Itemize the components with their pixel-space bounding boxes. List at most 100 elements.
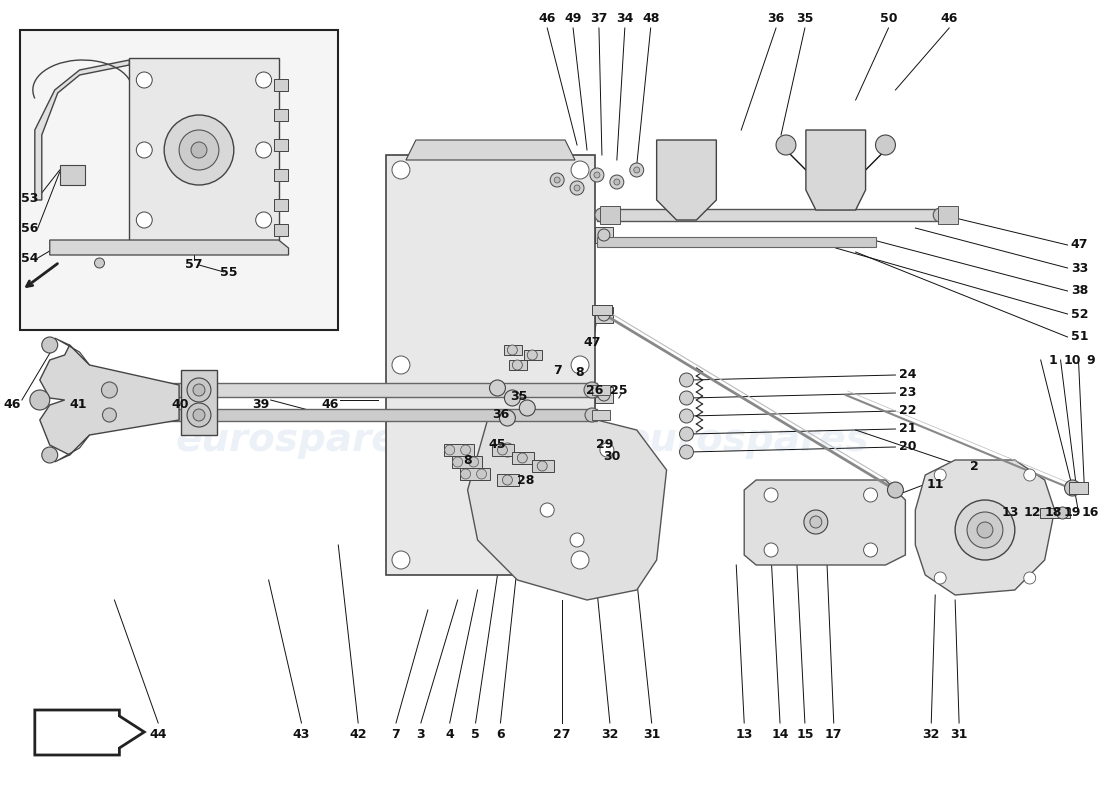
Text: 46: 46 xyxy=(539,11,556,25)
Circle shape xyxy=(1057,507,1068,519)
Text: 56: 56 xyxy=(21,222,38,234)
Circle shape xyxy=(507,345,517,355)
Circle shape xyxy=(136,142,152,158)
Text: 14: 14 xyxy=(771,729,789,742)
Circle shape xyxy=(392,161,410,179)
Circle shape xyxy=(680,445,693,459)
Circle shape xyxy=(179,130,219,170)
Circle shape xyxy=(888,482,903,498)
Bar xyxy=(1040,508,1069,518)
Circle shape xyxy=(977,522,993,538)
Circle shape xyxy=(537,461,547,471)
Circle shape xyxy=(499,410,516,426)
Text: 29: 29 xyxy=(596,438,614,451)
Polygon shape xyxy=(657,140,716,220)
Circle shape xyxy=(680,391,693,405)
Bar xyxy=(274,109,287,121)
Text: 2: 2 xyxy=(970,459,978,473)
Polygon shape xyxy=(35,710,144,755)
Bar xyxy=(525,350,542,360)
Circle shape xyxy=(598,309,609,321)
Circle shape xyxy=(497,445,507,455)
Bar xyxy=(592,305,612,315)
Circle shape xyxy=(1024,572,1036,584)
Text: 8: 8 xyxy=(463,454,472,466)
Circle shape xyxy=(570,533,584,547)
Text: 4: 4 xyxy=(446,729,454,742)
Bar xyxy=(938,206,958,224)
Text: 6: 6 xyxy=(496,729,505,742)
Text: 11: 11 xyxy=(926,478,944,491)
Circle shape xyxy=(136,212,152,228)
Text: 51: 51 xyxy=(1070,330,1088,343)
Circle shape xyxy=(101,382,118,398)
Text: eurospares: eurospares xyxy=(624,421,869,459)
Text: 52: 52 xyxy=(1070,307,1088,321)
Bar xyxy=(595,387,613,403)
Circle shape xyxy=(571,551,588,569)
Text: 5: 5 xyxy=(471,729,480,742)
Circle shape xyxy=(476,469,486,479)
Text: 39: 39 xyxy=(252,398,270,411)
Text: 49: 49 xyxy=(564,11,582,25)
Circle shape xyxy=(500,443,515,457)
Circle shape xyxy=(680,409,693,423)
Text: 26: 26 xyxy=(586,383,604,397)
Text: 19: 19 xyxy=(1064,506,1081,518)
Bar xyxy=(274,169,287,181)
Text: 35: 35 xyxy=(796,11,814,25)
Text: 54: 54 xyxy=(21,251,38,265)
Circle shape xyxy=(490,380,505,396)
Text: 28: 28 xyxy=(517,474,534,486)
Circle shape xyxy=(392,356,410,374)
Text: 36: 36 xyxy=(492,407,509,421)
Text: eurospares: eurospares xyxy=(176,421,421,459)
Text: 13: 13 xyxy=(1001,506,1019,518)
Circle shape xyxy=(680,427,693,441)
Circle shape xyxy=(764,488,778,502)
Text: 21: 21 xyxy=(899,422,916,435)
Polygon shape xyxy=(182,370,217,435)
Text: 41: 41 xyxy=(69,398,87,411)
Circle shape xyxy=(42,447,57,463)
Circle shape xyxy=(680,373,693,387)
Circle shape xyxy=(505,390,520,406)
Circle shape xyxy=(469,457,478,467)
Text: 45: 45 xyxy=(488,438,506,451)
Circle shape xyxy=(392,551,410,569)
Text: 53: 53 xyxy=(21,191,38,205)
Circle shape xyxy=(570,181,584,195)
Circle shape xyxy=(1024,469,1036,481)
Polygon shape xyxy=(50,240,288,255)
Bar xyxy=(274,224,287,236)
Text: 36: 36 xyxy=(768,11,784,25)
Circle shape xyxy=(187,403,211,427)
Text: 10: 10 xyxy=(1064,354,1081,366)
Bar xyxy=(509,360,527,370)
Bar xyxy=(386,155,595,575)
Circle shape xyxy=(595,208,609,222)
Bar xyxy=(443,444,474,456)
Polygon shape xyxy=(109,409,597,421)
Circle shape xyxy=(540,503,554,517)
Text: 25: 25 xyxy=(610,383,628,397)
Circle shape xyxy=(42,337,57,353)
Polygon shape xyxy=(55,435,89,462)
Circle shape xyxy=(609,175,624,189)
Polygon shape xyxy=(40,345,179,455)
Text: 22: 22 xyxy=(899,405,916,418)
Text: 15: 15 xyxy=(796,729,814,742)
Circle shape xyxy=(630,163,644,177)
Polygon shape xyxy=(806,130,866,210)
Circle shape xyxy=(255,142,272,158)
Circle shape xyxy=(255,72,272,88)
Polygon shape xyxy=(597,209,945,221)
Circle shape xyxy=(513,360,522,370)
Circle shape xyxy=(571,356,588,374)
Circle shape xyxy=(590,168,604,182)
Circle shape xyxy=(519,400,536,416)
Text: 42: 42 xyxy=(350,729,367,742)
Circle shape xyxy=(517,453,527,463)
Text: 3: 3 xyxy=(417,729,426,742)
Text: 24: 24 xyxy=(899,369,916,382)
